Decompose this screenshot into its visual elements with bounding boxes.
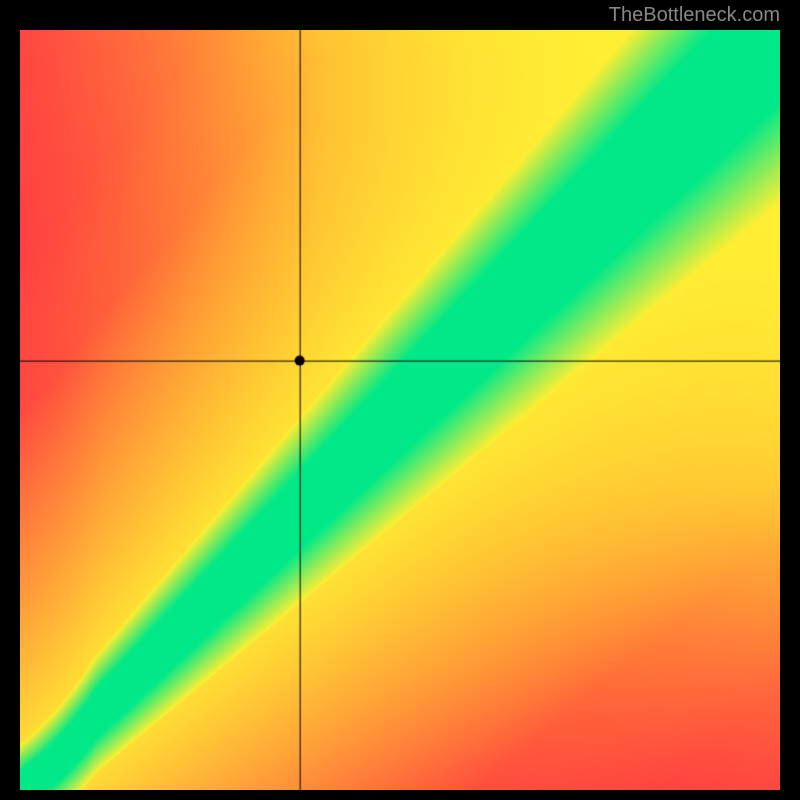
watermark-text: TheBottleneck.com: [609, 4, 780, 27]
chart-container: TheBottleneck.com: [0, 0, 800, 800]
bottleneck-heatmap: [20, 30, 780, 790]
